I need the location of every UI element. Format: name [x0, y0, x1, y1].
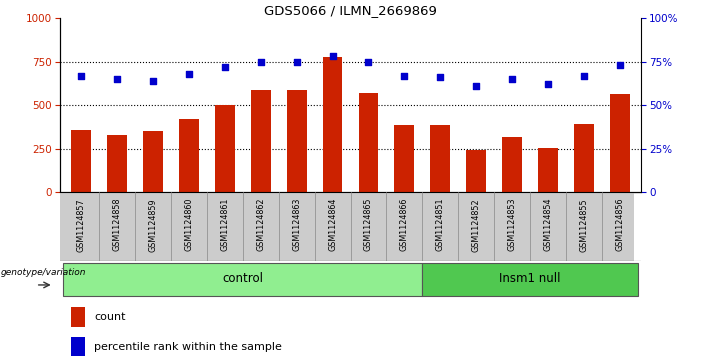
Text: percentile rank within the sample: percentile rank within the sample — [94, 342, 282, 352]
Bar — [502, 136, 522, 192]
Text: GSM1124860: GSM1124860 — [184, 198, 193, 251]
Bar — [430, 125, 450, 192]
Title: GDS5066 / ILMN_2669869: GDS5066 / ILMN_2669869 — [264, 4, 437, 17]
Text: GSM1124857: GSM1124857 — [76, 198, 86, 252]
Bar — [574, 125, 594, 192]
Bar — [466, 150, 486, 192]
Bar — [322, 57, 342, 192]
Bar — [179, 119, 199, 192]
Bar — [610, 94, 629, 192]
Text: control: control — [222, 272, 264, 285]
Text: genotype/variation: genotype/variation — [1, 268, 87, 277]
Bar — [143, 131, 163, 192]
Point — [507, 76, 518, 82]
Bar — [107, 135, 127, 192]
Text: GSM1124863: GSM1124863 — [292, 198, 301, 251]
Bar — [395, 125, 414, 192]
Point — [399, 73, 410, 78]
Text: GSM1124865: GSM1124865 — [364, 198, 373, 252]
Point — [435, 74, 446, 80]
Text: GSM1124866: GSM1124866 — [400, 198, 409, 251]
Text: GSM1124864: GSM1124864 — [328, 198, 337, 251]
Text: GSM1124852: GSM1124852 — [472, 198, 481, 252]
Text: Insm1 null: Insm1 null — [499, 272, 561, 285]
Point — [470, 83, 482, 89]
Point — [543, 81, 554, 87]
Bar — [359, 93, 379, 192]
Point — [291, 59, 302, 65]
Point — [363, 59, 374, 65]
Bar — [538, 148, 558, 192]
Bar — [72, 337, 86, 356]
Bar — [72, 130, 91, 192]
Text: GSM1124858: GSM1124858 — [113, 198, 121, 252]
Point — [111, 76, 123, 82]
Bar — [422, 263, 638, 296]
Text: GSM1124854: GSM1124854 — [543, 198, 552, 252]
Point — [219, 64, 231, 70]
Point — [327, 54, 338, 60]
Text: GSM1124853: GSM1124853 — [508, 198, 517, 252]
Text: GSM1124862: GSM1124862 — [256, 198, 265, 252]
Point — [76, 73, 87, 78]
Point — [147, 78, 158, 84]
Bar — [63, 263, 422, 296]
Point — [614, 62, 625, 68]
Bar — [215, 105, 235, 192]
Point — [255, 59, 266, 65]
Point — [578, 73, 590, 78]
Bar — [251, 90, 271, 192]
Text: GSM1124859: GSM1124859 — [149, 198, 158, 252]
Text: GSM1124851: GSM1124851 — [436, 198, 445, 252]
Bar — [72, 307, 86, 327]
Text: GSM1124856: GSM1124856 — [615, 198, 625, 252]
Text: GSM1124861: GSM1124861 — [220, 198, 229, 251]
Text: count: count — [94, 312, 125, 322]
Text: GSM1124855: GSM1124855 — [580, 198, 588, 252]
Point — [183, 71, 194, 77]
Bar — [287, 90, 306, 192]
